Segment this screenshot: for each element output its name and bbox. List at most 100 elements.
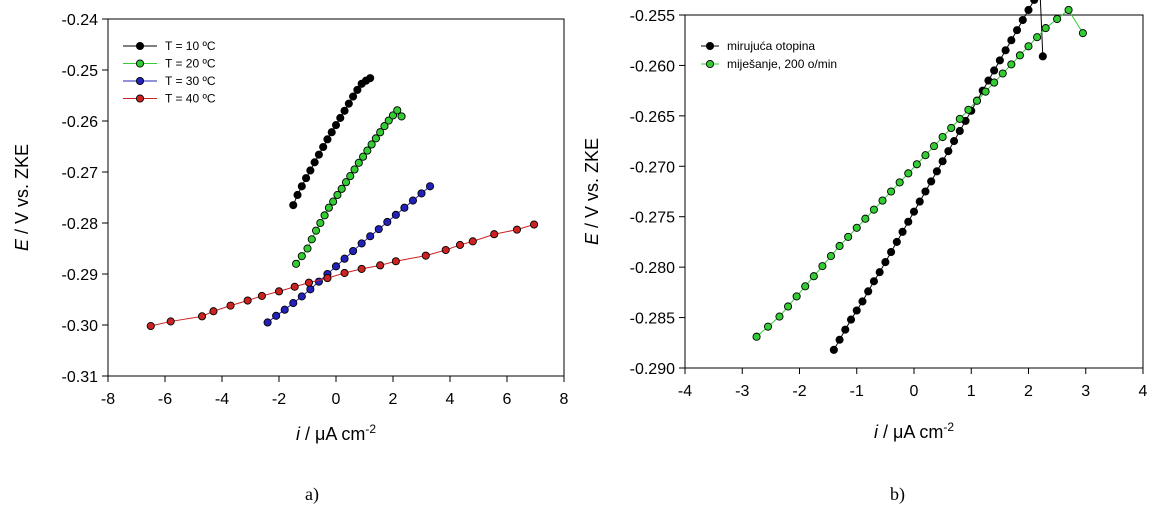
data-point xyxy=(367,140,376,149)
data-point xyxy=(1053,14,1062,24)
data-point xyxy=(990,66,999,75)
data-point xyxy=(209,307,218,316)
data-point xyxy=(950,137,959,146)
data-point xyxy=(998,69,1007,78)
data-point xyxy=(197,312,207,321)
data-point xyxy=(915,197,924,206)
data-point xyxy=(346,172,355,181)
data-point xyxy=(530,220,539,229)
data-point xyxy=(391,210,400,219)
legend-label: miješanje, 200 o/min xyxy=(727,57,837,71)
y-tick-label: -0.28 xyxy=(62,216,99,233)
data-point xyxy=(408,196,418,205)
data-point xyxy=(374,225,383,234)
x-tick-label: 8 xyxy=(560,391,569,408)
data-point xyxy=(1001,46,1010,55)
x-axis-var: i xyxy=(874,422,879,442)
x-tick-label: -1 xyxy=(850,383,864,400)
x-tick-label: -4 xyxy=(678,383,692,400)
x-tick-label: 2 xyxy=(1024,383,1033,400)
data-point xyxy=(1038,52,1047,61)
data-point xyxy=(801,282,810,291)
legend-marker xyxy=(705,41,715,51)
y-tick-label: -0.25 xyxy=(62,63,99,80)
y-tick-label: -0.255 xyxy=(630,8,675,25)
data-point xyxy=(289,201,298,210)
data-point xyxy=(331,121,341,130)
data-point xyxy=(826,251,836,261)
series-4 xyxy=(146,220,539,331)
data-point xyxy=(1007,60,1016,69)
data-point xyxy=(357,264,366,273)
data-point xyxy=(752,332,761,341)
data-point xyxy=(311,226,321,235)
data-point xyxy=(1018,15,1027,25)
x-tick-label: -8 xyxy=(101,391,115,408)
data-point xyxy=(366,74,375,83)
y-tick-label: -0.31 xyxy=(62,369,99,386)
data-point xyxy=(869,277,878,286)
data-point xyxy=(297,182,306,191)
legend-label: T = 40 ºC xyxy=(165,92,216,106)
y-axis-label: E / V vs. ZKE xyxy=(582,138,602,245)
data-point xyxy=(306,285,315,294)
data-point xyxy=(366,232,375,241)
data-point xyxy=(441,245,450,255)
data-point xyxy=(303,244,312,253)
data-point xyxy=(383,217,392,227)
y-axis-var: E xyxy=(12,238,32,251)
data-point xyxy=(852,306,861,315)
data-point xyxy=(388,111,398,120)
data-point xyxy=(349,246,358,256)
data-point xyxy=(307,235,316,244)
data-point xyxy=(340,106,349,115)
y-tick-label: -0.270 xyxy=(630,159,675,176)
data-point xyxy=(1030,0,1039,4)
data-point xyxy=(921,151,930,160)
x-tick-label: 0 xyxy=(910,383,919,400)
series-2 xyxy=(292,106,406,268)
legend: mirujuća otopina miješanje, 200 o/min xyxy=(701,39,837,71)
x-tick-label: 3 xyxy=(1081,383,1090,400)
data-point xyxy=(852,223,861,232)
data-point xyxy=(775,312,784,321)
data-point xyxy=(337,184,346,193)
data-point xyxy=(792,292,801,301)
data-point xyxy=(995,56,1004,65)
data-point xyxy=(292,259,301,268)
data-point xyxy=(421,251,430,260)
x-axis-sup: -2 xyxy=(365,422,376,436)
data-point xyxy=(314,150,323,159)
y-tick-label: -0.26 xyxy=(62,114,99,131)
series-1 xyxy=(289,74,375,210)
data-point xyxy=(1078,29,1087,38)
chart-panel-2: -4 -3 -2 -1 0 1 2 3 4 -0.290 -0.285 -0.280 -0.275 -0.… xyxy=(582,0,1148,505)
legend-marker xyxy=(135,94,145,103)
data-point xyxy=(947,123,956,133)
y-tick-label: -0.265 xyxy=(630,109,675,126)
data-point xyxy=(302,174,311,183)
data-point xyxy=(304,278,313,287)
data-point xyxy=(350,165,359,174)
data-point xyxy=(306,166,315,175)
data-point xyxy=(272,311,281,320)
series-2 xyxy=(752,5,1087,341)
data-point xyxy=(166,317,175,326)
data-point xyxy=(146,321,155,331)
data-point xyxy=(927,177,936,186)
legend-marker xyxy=(135,59,145,68)
data-point xyxy=(353,85,362,94)
data-point xyxy=(400,203,409,212)
data-point xyxy=(391,257,400,266)
data-point xyxy=(878,196,887,205)
data-point xyxy=(329,197,338,206)
data-point xyxy=(380,122,389,131)
data-point xyxy=(835,335,844,344)
data-point xyxy=(844,232,853,241)
data-point xyxy=(344,99,353,108)
y-axis-text: / V vs. ZKE xyxy=(582,138,602,233)
data-point xyxy=(955,114,964,123)
x-axis-text: / μA cm xyxy=(300,424,365,444)
data-point xyxy=(354,158,363,167)
data-point xyxy=(964,105,973,114)
